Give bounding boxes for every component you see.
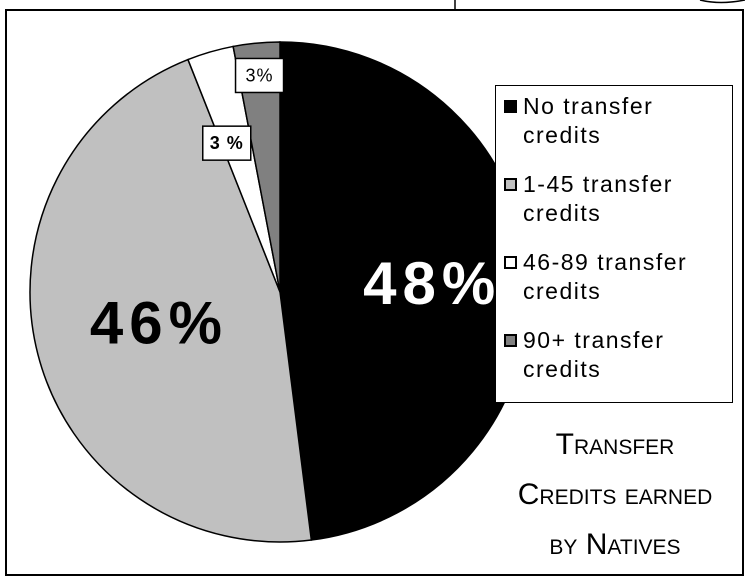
data-label: 3 % — [210, 133, 244, 153]
legend-entry: No transfer credits — [504, 92, 728, 150]
data-label: 3% — [246, 65, 274, 85]
pie-slice — [29, 58, 313, 543]
legend-swatch — [504, 100, 517, 113]
frame — [5, 9, 744, 576]
legend-entry: 1-45 transfer credits — [504, 170, 728, 228]
legend-swatch — [504, 178, 517, 191]
data-label-box — [234, 57, 285, 94]
data-label: 46% — [90, 290, 228, 357]
data-labels: 48% 46% 3 % 3% — [90, 57, 501, 357]
chart-title: Transfer Credits earned by Natives — [517, 428, 713, 561]
frame-decoration — [454, 0, 745, 11]
legend-label: No transfer credits — [523, 93, 654, 148]
data-label: 48% — [363, 250, 501, 317]
legend-entry: 90+ transfer credits — [504, 326, 728, 384]
legend-label: 46-89 transfer credits — [523, 249, 688, 304]
pie-slice — [232, 41, 281, 293]
legend-label: 90+ transfer credits — [523, 327, 665, 382]
data-label-box — [202, 125, 252, 161]
pie — [29, 41, 531, 543]
legend-swatch — [504, 334, 517, 347]
legend-label: 1-45 transfer credits — [523, 171, 673, 226]
legend-entry: 46-89 transfer credits — [504, 248, 728, 306]
legend: No transfer credits 1-45 transfer credits… — [495, 85, 733, 403]
legend-swatch — [504, 256, 517, 269]
